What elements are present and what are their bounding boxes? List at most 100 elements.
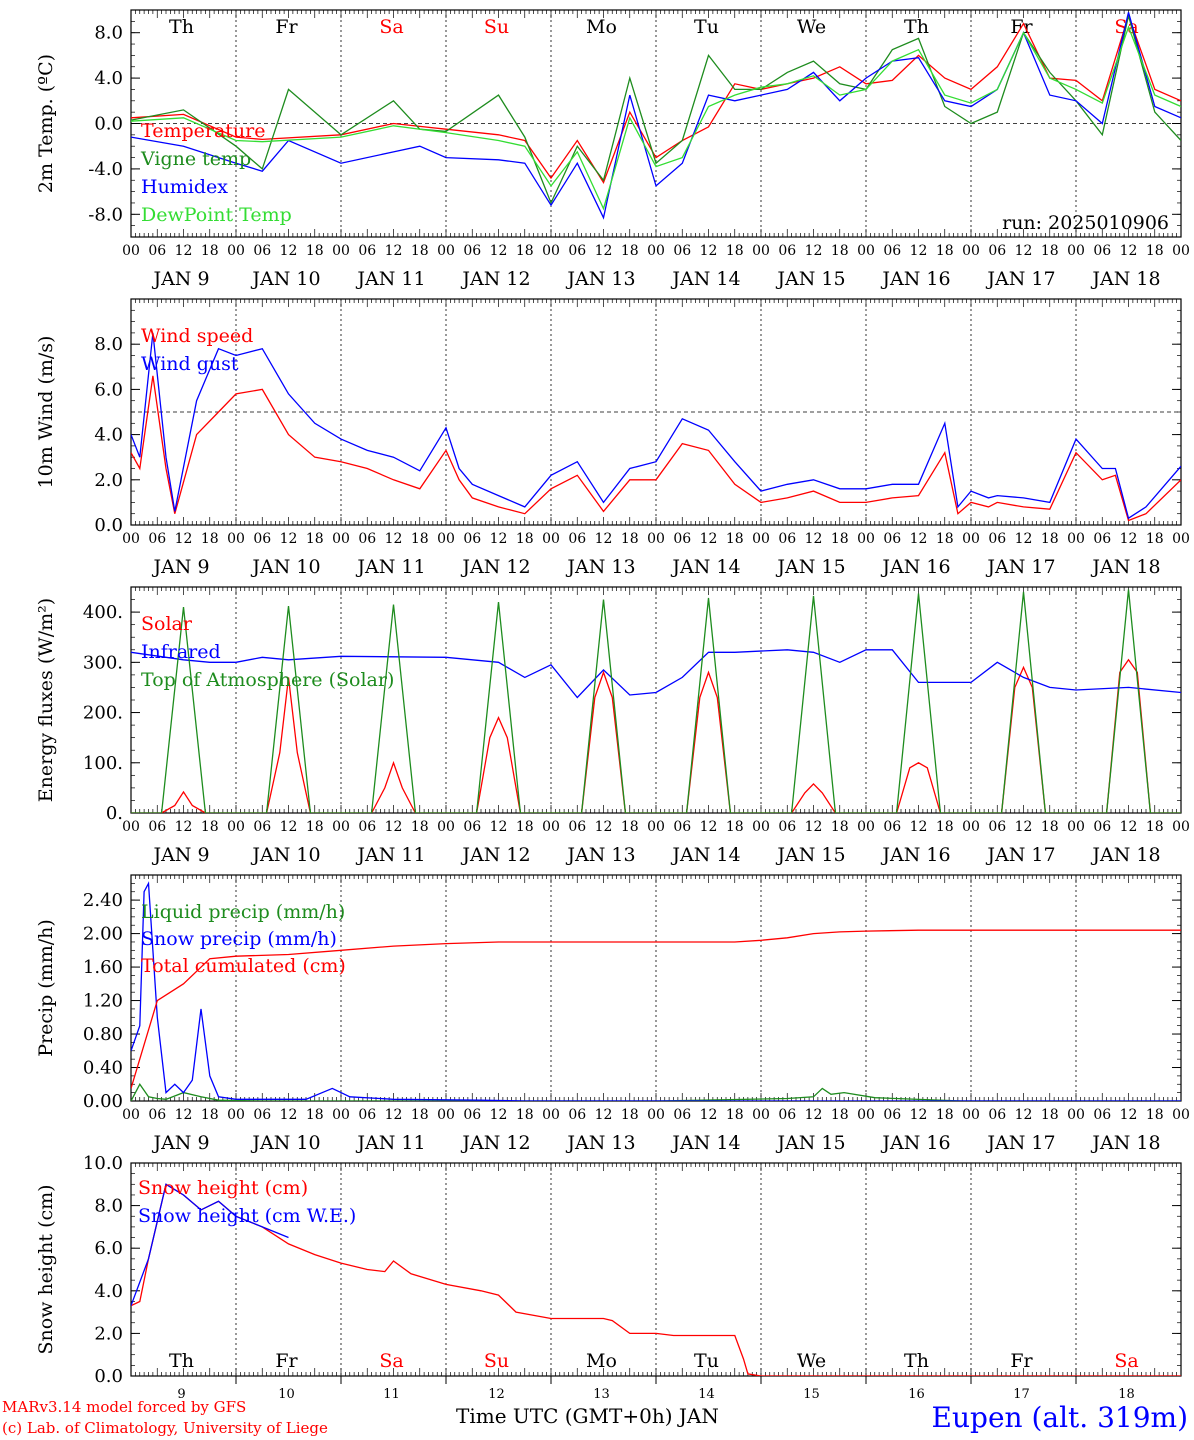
x-day-number: 17 [1013,1387,1030,1402]
x-hour-label: 12 [1120,243,1138,259]
x-hour-label: 00 [752,819,770,835]
x-hour-label: 00 [437,243,455,259]
x-date-label: JAN 18 [1090,556,1160,578]
x-date-label: JAN 11 [355,556,425,578]
x-date-label: JAN 9 [151,556,209,578]
x-date-label: JAN 16 [880,1132,950,1154]
x-hour-label: 06 [883,819,901,835]
x-date-label: JAN 14 [670,1132,740,1154]
x-day-number: 11 [383,1387,400,1402]
x-hour-label: 12 [280,1107,298,1123]
y-tick-label: 2.40 [83,890,123,911]
day-abbr-label: Mo [586,16,617,38]
x-hour-label: 06 [988,819,1006,835]
y-tick-label: 4.0 [94,1281,123,1302]
y-tick-label: 0.40 [83,1058,123,1079]
series-line-temperature [131,13,1181,184]
x-hour-label: 00 [1067,819,1085,835]
x-hour-label: 18 [411,819,429,835]
x-hour-label: 00 [1172,819,1190,835]
y-tick-label: 2.00 [83,924,123,945]
x-hour-label: 12 [910,819,928,835]
day-abbr-label: Th [169,16,194,38]
legend-entry: Infrared [141,641,221,663]
x-hour-label: 18 [831,243,849,259]
x-hour-label: 00 [857,243,875,259]
x-hour-label: 12 [805,243,823,259]
legend-entry: Top of Atmosphere (Solar) [141,669,394,691]
copyright-credit: (c) Lab. of Climatology, University of L… [2,1419,328,1437]
chart-panel-2: 0.0 2.0 4.0 6.0 8.0 10m Wind (m/s) 00 06 12 18 JAN… [35,298,1190,578]
legend-entry: Liquid precip (mm/h) [141,901,345,923]
x-hour-label: 18 [1146,531,1164,547]
x-hour-label: 06 [673,819,691,835]
x-hour-label: 12 [280,531,298,547]
x-day-number: 18 [1118,1387,1135,1402]
day-abbr-label: We [797,16,826,38]
y-tick-label: 400. [83,602,123,623]
day-abbr-label: Sa [379,1350,403,1372]
day-abbr-label: Th [169,1350,194,1372]
x-date-label: JAN 10 [250,268,320,290]
x-hour-label: 12 [910,243,928,259]
legend-entry: Temperature [141,120,265,142]
x-hour-label: 18 [621,243,639,259]
x-hour-label: 18 [201,1107,219,1123]
series-line-vigne-temp [131,15,1181,205]
day-abbr-label: Fr [1010,1350,1033,1372]
x-date-label: JAN 14 [670,556,740,578]
x-hour-label: 00 [332,819,350,835]
x-hour-label: 12 [700,819,718,835]
x-date-label: JAN 13 [565,1132,635,1154]
x-axis-title: Time UTC (GMT+0h) JAN [456,1404,719,1428]
x-day-number: 15 [803,1387,820,1402]
x-hour-label: 06 [1093,531,1111,547]
x-hour-label: 12 [175,1107,193,1123]
x-hour-label: 12 [280,819,298,835]
x-hour-label: 12 [385,243,403,259]
y-tick-label: 0. [106,803,123,824]
y-axis-label: Snow height (cm) [35,1184,57,1354]
x-hour-label: 06 [778,819,796,835]
series-line-liquid-precip-mm-h- [131,1083,1181,1101]
x-hour-label: 06 [673,243,691,259]
x-date-label: JAN 13 [565,556,635,578]
day-abbr-label: Sa [1114,1350,1138,1372]
x-date-label: JAN 11 [355,1132,425,1154]
x-date-label: JAN 13 [565,844,635,866]
x-hour-label: 06 [988,531,1006,547]
x-hour-label: 06 [673,531,691,547]
y-tick-label: 2.0 [94,470,123,491]
x-hour-label: 18 [1041,531,1059,547]
x-hour-label: 18 [831,531,849,547]
x-date-label: JAN 17 [985,1132,1055,1154]
x-hour-label: 06 [463,1107,481,1123]
x-hour-label: 18 [936,243,954,259]
x-hour-label: 00 [647,819,665,835]
y-axis-label: 10m Wind (m/s) [35,336,57,489]
legend-entry: Wind gust [141,353,239,375]
day-abbr-label: Fr [275,1350,298,1372]
x-hour-label: 06 [148,1107,166,1123]
x-hour-label: 00 [1067,1107,1085,1123]
x-hour-label: 18 [831,1107,849,1123]
x-hour-label: 18 [1041,1107,1059,1123]
y-axis-label: Precip (mm/h) [35,919,57,1057]
day-abbr-label: Th [904,1350,929,1372]
series-line-humidex [131,12,1181,220]
x-hour-label: 12 [700,1107,718,1123]
x-day-number: 16 [908,1387,925,1402]
x-hour-label: 06 [253,243,271,259]
x-hour-label: 00 [227,531,245,547]
x-date-label: JAN 15 [775,1132,845,1154]
y-tick-label: 8.0 [94,334,123,355]
x-hour-label: 12 [175,819,193,835]
x-hour-label: 06 [253,819,271,835]
x-date-label: JAN 16 [880,268,950,290]
series-line-wind-speed [131,375,1181,522]
x-hour-label: 00 [857,531,875,547]
x-date-label: JAN 14 [670,844,740,866]
x-date-label: JAN 10 [250,556,320,578]
day-abbr-label: Sa [379,16,403,38]
x-hour-label: 00 [857,819,875,835]
